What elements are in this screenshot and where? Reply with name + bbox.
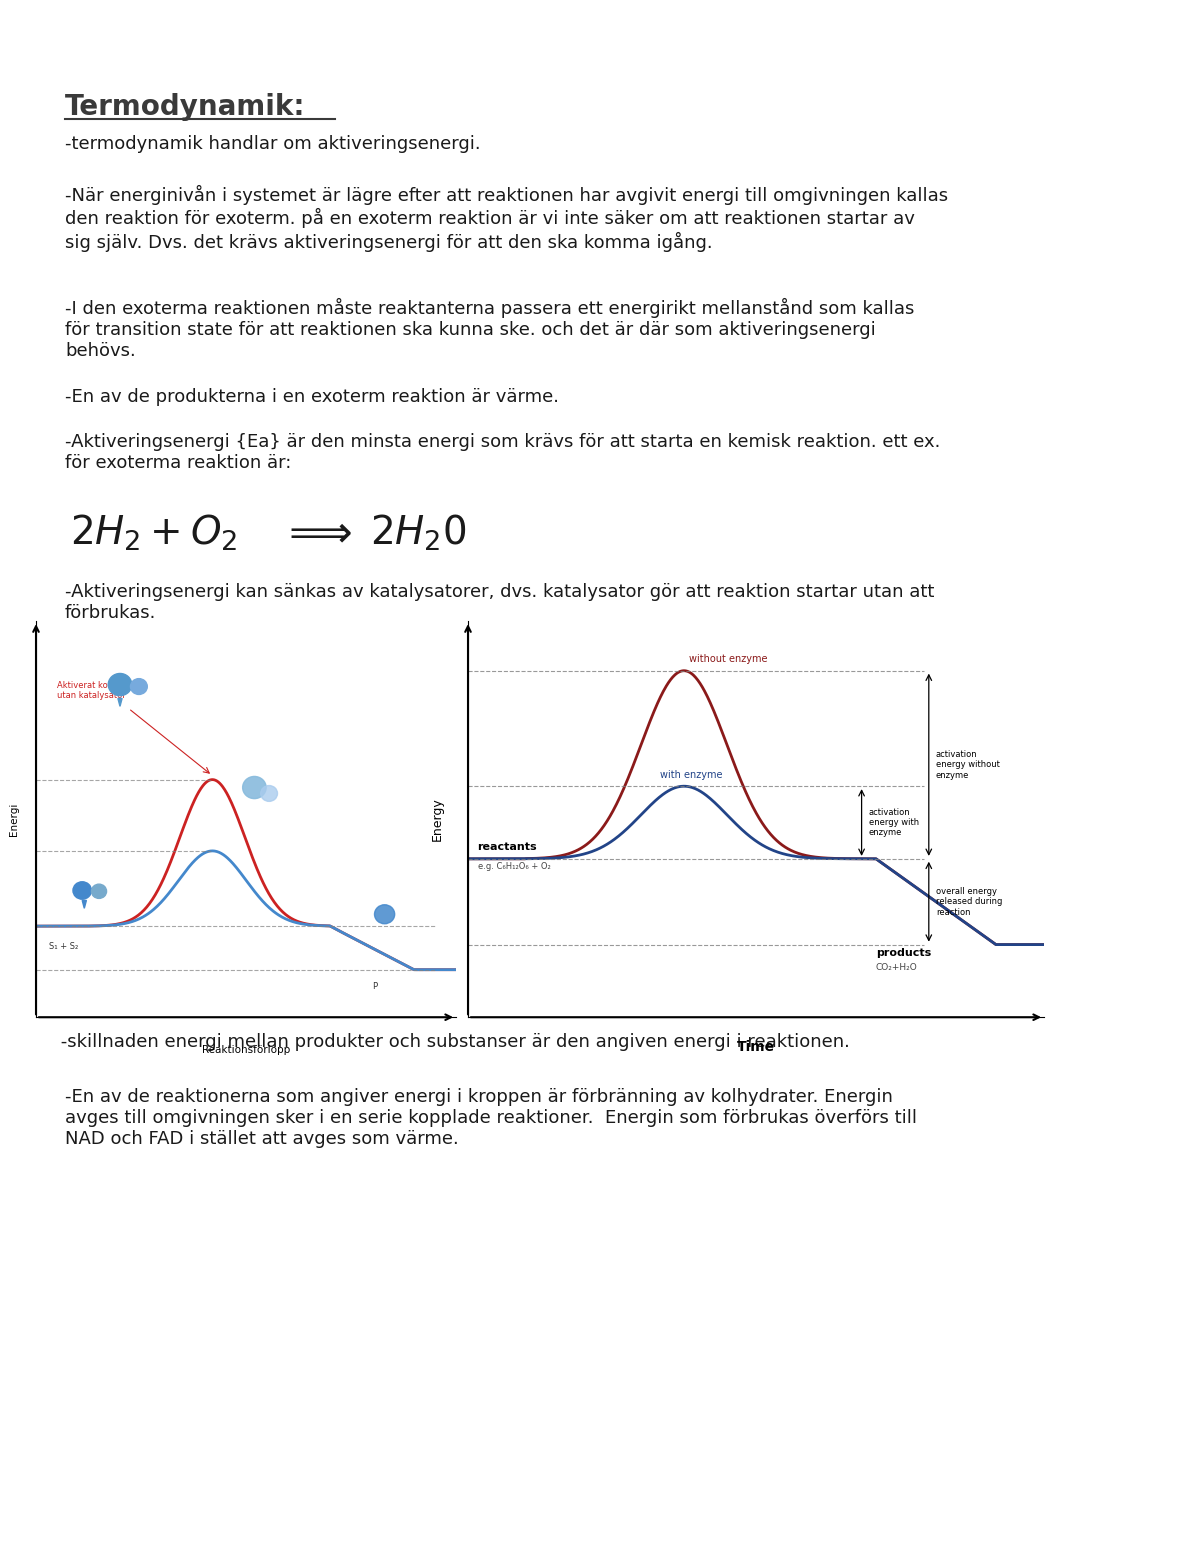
Text: Time: Time — [737, 1041, 775, 1054]
Text: -termodynamik handlar om aktiveringsenergi.: -termodynamik handlar om aktiveringsener… — [65, 135, 481, 154]
Text: -När energinivån i systemet är lägre efter att reaktionen har avgivit energi til: -När energinivån i systemet är lägre eft… — [65, 185, 948, 252]
Circle shape — [91, 884, 107, 898]
Text: without enzyme: without enzyme — [689, 654, 767, 665]
Text: -Aktiveringsenergi {Ea} är den minsta energi som krävs för att starta en kemisk : -Aktiveringsenergi {Ea} är den minsta en… — [65, 433, 941, 472]
Text: -En av de reaktionerna som angiver energi i kroppen är förbränning av kolhydrate: -En av de reaktionerna som angiver energ… — [65, 1089, 917, 1148]
Text: activation
energy without
enzyme: activation energy without enzyme — [936, 750, 1000, 780]
Circle shape — [242, 776, 266, 798]
Text: $2H_20$: $2H_20$ — [370, 512, 467, 553]
Circle shape — [131, 679, 148, 694]
Circle shape — [73, 882, 91, 899]
Text: activation
energy with
enzyme: activation energy with enzyme — [869, 808, 919, 837]
Polygon shape — [82, 901, 86, 909]
Text: reactants: reactants — [478, 842, 538, 853]
Text: S₁ + S₂: S₁ + S₂ — [48, 943, 78, 950]
Text: with enzyme: with enzyme — [660, 770, 722, 780]
Text: Energy: Energy — [431, 797, 444, 842]
Text: Termodynamik:: Termodynamik: — [65, 93, 306, 121]
Text: $2H_2 + O_2$: $2H_2 + O_2$ — [70, 512, 238, 553]
Text: -I den exoterma reaktionen måste reaktanterna passera ett energirikt mellanstånd: -I den exoterma reaktionen måste reaktan… — [65, 298, 914, 360]
Text: -En av de produkterna i en exoterm reaktion är värme.: -En av de produkterna i en exoterm reakt… — [65, 388, 559, 405]
Text: CO₂+H₂O: CO₂+H₂O — [876, 963, 918, 972]
Text: Energi: Energi — [10, 803, 19, 836]
Text: $\Longrightarrow$: $\Longrightarrow$ — [280, 511, 353, 554]
Text: products: products — [876, 947, 931, 958]
Text: overall energy
released during
reaction: overall energy released during reaction — [936, 887, 1002, 916]
Text: Reaktionsförlopp: Reaktionsförlopp — [202, 1045, 290, 1054]
Text: -skillnaden energi mellan produkter och substanser är den angiven energi i reakt: -skillnaden energi mellan produkter och … — [55, 1033, 850, 1051]
Text: P: P — [372, 981, 377, 991]
Circle shape — [374, 905, 395, 924]
Text: e.g. C₆H₁₂O₆ + O₂: e.g. C₆H₁₂O₆ + O₂ — [478, 862, 551, 871]
Polygon shape — [118, 699, 122, 707]
Text: -Aktiveringsenergi kan sänkas av katalysatorer, dvs. katalysator gör att reaktio: -Aktiveringsenergi kan sänkas av katalys… — [65, 582, 935, 621]
Text: Aktiverat komplex
utan katalysator: Aktiverat komplex utan katalysator — [58, 680, 133, 700]
Circle shape — [108, 674, 132, 696]
Circle shape — [260, 786, 277, 801]
